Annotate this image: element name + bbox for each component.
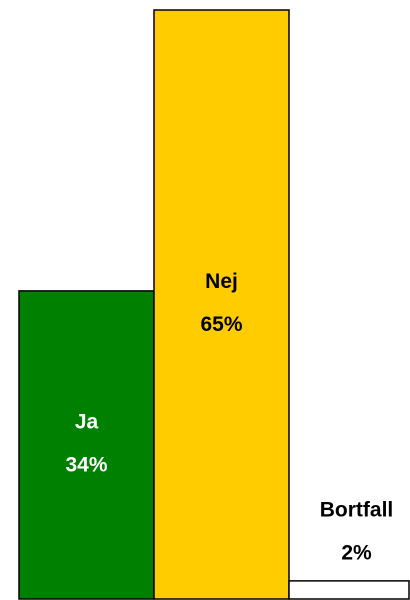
category-label: Nej (205, 270, 238, 293)
category-label: Ja (75, 411, 99, 434)
bar (288, 580, 410, 600)
category-label: Bortfall (320, 498, 394, 521)
bar (18, 290, 155, 600)
value-label: 34% (65, 454, 107, 477)
value-label: 65% (200, 313, 242, 336)
value-label: 2% (341, 541, 372, 564)
bar (153, 9, 290, 600)
